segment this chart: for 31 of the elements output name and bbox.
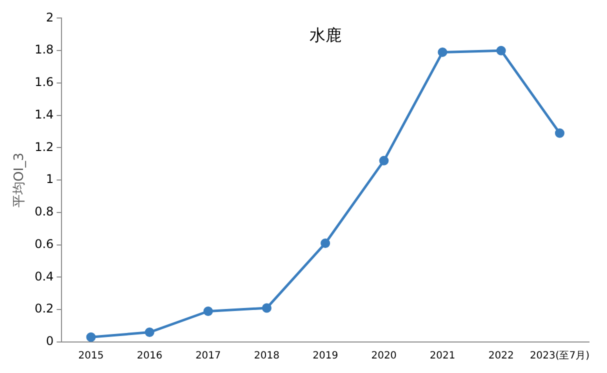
x-tick-label: 2016 — [136, 350, 162, 362]
y-tick-label: 0.2 — [34, 302, 54, 316]
y-tick-label: 0 — [46, 334, 54, 348]
x-tick-label: 2015 — [78, 350, 104, 362]
y-tick-label: 1.6 — [34, 75, 54, 90]
point — [554, 128, 564, 138]
y-tick-label: 2 — [46, 10, 54, 24]
point — [203, 306, 213, 316]
x-tick-label: 2019 — [312, 350, 338, 362]
x-tick-label: 2020 — [371, 350, 397, 362]
y-axis-title: 平均OI_3 — [12, 152, 28, 208]
point — [496, 46, 506, 56]
x-tick-label: 2022 — [488, 350, 514, 362]
point — [379, 156, 389, 166]
y-tick-label: 0.6 — [34, 236, 54, 251]
point — [320, 238, 330, 248]
point — [86, 332, 96, 342]
y-tick-label: 1.8 — [34, 42, 54, 57]
point — [262, 303, 272, 313]
x-tick-label: 2021 — [430, 350, 456, 362]
text: 水鹿 — [309, 25, 342, 44]
x-tick-label: 2017 — [195, 350, 221, 362]
y-tick-label: 1 — [46, 172, 54, 186]
point — [144, 328, 154, 338]
x-tick-label: 2018 — [254, 350, 280, 362]
x-tick-label: 2023(至7月) — [530, 350, 590, 362]
y-tick-label: 1.2 — [34, 140, 54, 154]
point — [438, 47, 448, 57]
y-tick-label: 0.8 — [34, 204, 54, 219]
y-tick-label: 1.4 — [34, 107, 54, 122]
y-tick-label: 0.4 — [34, 269, 54, 284]
